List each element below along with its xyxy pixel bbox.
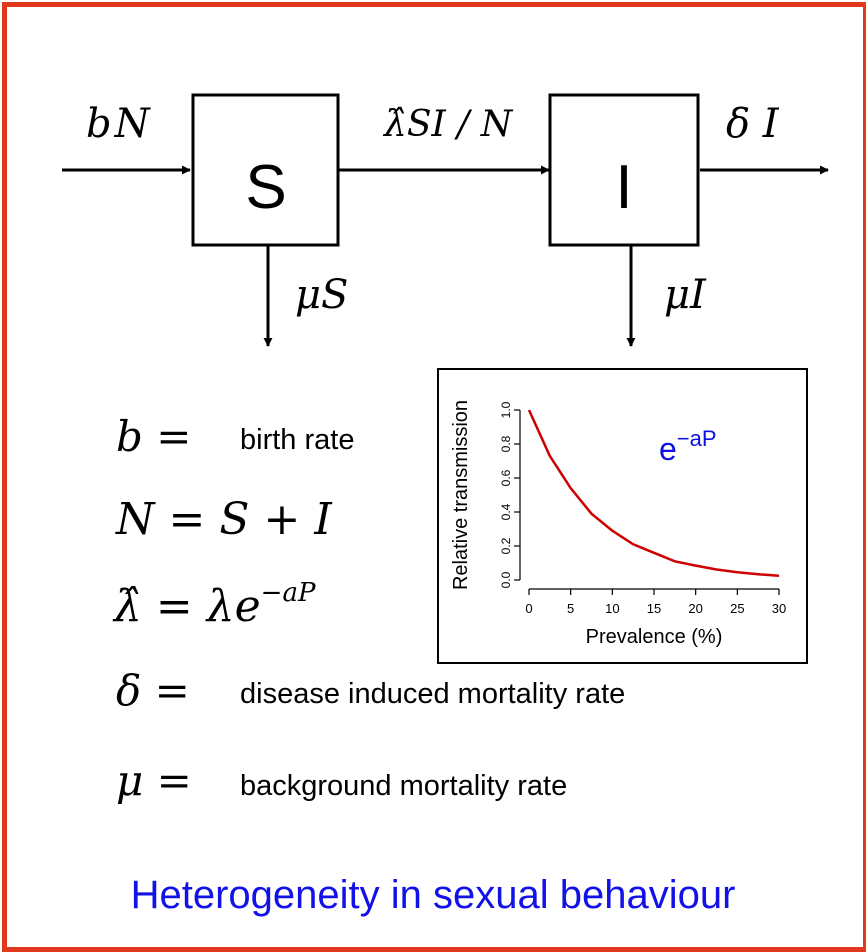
x-tick-label: 15 — [647, 601, 661, 616]
x-tick-label: 10 — [605, 601, 619, 616]
x-tick-label: 20 — [688, 601, 702, 616]
inset-plot-frame — [437, 368, 808, 664]
definition-text-delta: disease induced mortality rate — [240, 678, 626, 710]
compartment-s-label: S — [245, 153, 286, 222]
definition-symbol-mu: μ = — [116, 756, 192, 805]
compartment-i-label: I — [615, 153, 632, 222]
definition-text-b: birth rate — [240, 424, 355, 456]
x-tick-label: 5 — [567, 601, 574, 616]
y-tick-label: 0.8 — [499, 435, 513, 452]
x-tick-label: 25 — [730, 601, 744, 616]
disease-death-label: δ I — [726, 101, 779, 147]
lambda-hat-exponent: −aP — [260, 578, 316, 608]
definition-symbol-b: b = — [116, 412, 192, 461]
definition-text-mu: background mortality rate — [240, 770, 568, 802]
y-tick-label: 0.6 — [499, 469, 513, 486]
y-tick-label: 0.2 — [499, 537, 513, 554]
definition-symbol-delta: δ = — [116, 666, 190, 715]
infection-flow-label: λ̂SI / N — [384, 104, 513, 145]
y-axis-title: Relative transmission — [450, 400, 472, 590]
lambda-hat-expression: λ̂ = λe — [114, 581, 261, 632]
background-death-s-label: μS — [295, 272, 349, 318]
background-death-i-label: μI — [664, 272, 706, 318]
series-line — [527, 409, 780, 578]
definition-lambda-hat: λ̂ = λe−aP — [114, 578, 315, 632]
x-axis-title: Prevalence (%) — [586, 626, 723, 648]
y-tick-label: 1.0 — [499, 401, 513, 418]
inset-formula-exponent: −aP — [677, 426, 717, 451]
x-tick-label: 0 — [525, 601, 532, 616]
y-tick-label: 0.0 — [499, 571, 513, 588]
footer-title: Heterogeneity in sexual behaviour — [130, 873, 736, 917]
inset-plot: 0 5 10 15 20 25 30 0.0 0.2 0.4 0.6 0.8 1.0 Prevalence… — [437, 368, 808, 664]
y-tick-label: 0.4 — [499, 503, 513, 520]
compartment-s-box — [191, 93, 340, 247]
definition-population: N = S + I — [116, 494, 332, 545]
x-tick-label: 30 — [772, 601, 786, 616]
compartment-diagram: S I — [62, 93, 829, 347]
compartment-i-box — [548, 93, 700, 247]
birth-flow-label: bN — [86, 101, 153, 147]
